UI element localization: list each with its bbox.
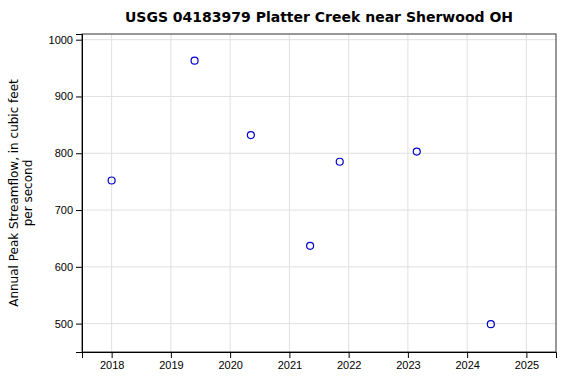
y-tick: 600 — [55, 261, 82, 273]
point — [191, 57, 198, 64]
y-tick-label: 900 — [55, 90, 73, 102]
y-axis: 500 600 700 800 900 1000 — [49, 34, 83, 353]
x-tick-label: 2018 — [100, 359, 124, 371]
x-tick-label: 2022 — [337, 359, 361, 371]
y-tick-label: 800 — [55, 147, 73, 159]
x-tick: 2025 — [515, 352, 539, 371]
y-tick-mark — [76, 153, 82, 154]
y-tick: 800 — [55, 147, 82, 159]
x-axis: 2018 2019 2020 2021 2022 2023 2024 2025 — [83, 352, 557, 371]
point — [247, 132, 254, 139]
x-tick: 2023 — [396, 352, 420, 371]
y-axis-line — [76, 35, 83, 353]
x-tick: 2022 — [337, 352, 361, 371]
x-tick-label: 2019 — [159, 359, 183, 371]
x-tick: 2021 — [278, 352, 302, 371]
x-tick-mark — [230, 352, 231, 358]
y-tick-label: 1000 — [49, 34, 73, 46]
y-tick-mark — [76, 267, 82, 268]
x-tick-mark — [467, 352, 468, 358]
y-tick: 1000 — [49, 34, 82, 46]
x-tick: 2024 — [455, 352, 479, 371]
y-tick-label: 500 — [55, 318, 73, 330]
y-axis-label-line: Annual Peak Streamflow, in cubic feet — [7, 79, 21, 307]
y-tick-label: 700 — [55, 204, 73, 216]
x-tick-mark — [408, 352, 409, 358]
point — [413, 148, 420, 155]
x-tick-label: 2021 — [278, 359, 302, 371]
grid-line-y — [82, 39, 556, 40]
x-axis-line — [83, 353, 557, 359]
grid-line-x — [348, 34, 349, 352]
x-tick-label: 2023 — [396, 359, 420, 371]
y-axis-label-line: per second — [21, 160, 35, 227]
point — [108, 177, 115, 184]
grid-line-x — [407, 34, 408, 352]
grid-line-y — [82, 96, 556, 97]
y-tick: 900 — [55, 90, 82, 102]
grid-line-x — [289, 34, 290, 352]
y-tick-mark — [76, 324, 82, 325]
points — [108, 57, 494, 327]
y-tick: 700 — [55, 204, 82, 216]
grid-line-x — [230, 34, 231, 352]
y-axis-label: Annual Peak Streamflow, in cubic feetper… — [7, 79, 35, 307]
x-tick: 2020 — [218, 352, 242, 371]
x-tick-mark — [171, 352, 172, 358]
plot: 2018 2019 2020 2021 2022 2023 2024 2025 500 600 70… — [49, 34, 557, 371]
x-tick-mark — [112, 352, 113, 358]
y-tick-mark — [76, 40, 82, 41]
grid-line-y — [82, 323, 556, 324]
x-tick-mark — [526, 352, 527, 358]
grid-line-y — [82, 153, 556, 154]
x-tick-label: 2025 — [515, 359, 539, 371]
chart: 2018 2019 2020 2021 2022 2023 2024 2025 500 600 70… — [0, 0, 576, 384]
x-tick: 2019 — [159, 352, 183, 371]
grid-line-x — [526, 34, 527, 352]
grid — [82, 34, 556, 352]
x-tick-mark — [349, 352, 350, 358]
point — [336, 158, 343, 165]
grid-line-x — [111, 34, 112, 352]
y-tick-label: 600 — [55, 261, 73, 273]
y-tick: 500 — [55, 318, 82, 330]
point — [487, 321, 494, 328]
grid-line-y — [82, 266, 556, 267]
plot-frame — [82, 34, 556, 352]
x-tick-label: 2024 — [455, 359, 479, 371]
grid-line-y — [82, 210, 556, 211]
x-tick-label: 2020 — [218, 359, 242, 371]
grid-line-x — [467, 34, 468, 352]
title: USGS 04183979 Platter Creek near Sherwoo… — [125, 9, 513, 25]
x-tick-mark — [289, 352, 290, 358]
x-tick: 2018 — [100, 352, 124, 371]
y-tick-mark — [76, 96, 82, 97]
grid-line-x — [170, 34, 171, 352]
point — [307, 242, 314, 249]
y-tick-mark — [76, 210, 82, 211]
